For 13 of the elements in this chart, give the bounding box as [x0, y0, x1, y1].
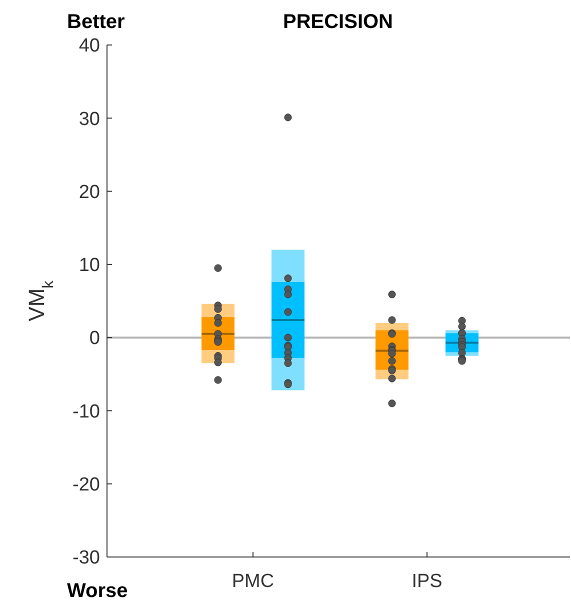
x-tick-label: IPS [412, 571, 442, 592]
text: Better [67, 11, 126, 33]
y-tick-label: 30 [78, 108, 100, 130]
y-tick-label: 20 [78, 182, 100, 203]
y-tick-label: -30 [72, 548, 100, 569]
chart-title: PRECISION [282, 11, 394, 33]
y-tick-label: 40 [78, 36, 100, 57]
y-tick-label: 0 [89, 328, 100, 350]
y-tick-label: -20 [72, 474, 100, 496]
y-tick-label: 10 [78, 255, 100, 276]
text: Worse [67, 580, 128, 602]
x-tick-label: PMC [232, 571, 274, 592]
y-tick-label: -10 [72, 401, 100, 422]
